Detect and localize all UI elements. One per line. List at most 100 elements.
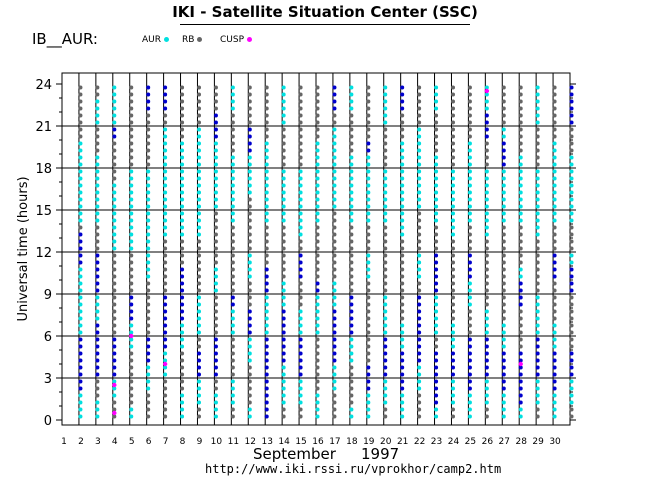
rb-point <box>501 225 506 230</box>
dark-point <box>417 344 422 349</box>
rb-point <box>383 225 388 230</box>
rb-point <box>129 400 134 405</box>
aur-point <box>417 190 422 195</box>
rb-point <box>366 232 371 237</box>
dark-point <box>501 351 506 356</box>
aur-point <box>112 211 117 216</box>
rb-point <box>552 295 557 300</box>
aur-point <box>383 197 388 202</box>
aur-point <box>366 274 371 279</box>
rb-point <box>264 127 269 132</box>
rb-point <box>451 316 455 321</box>
aur-point <box>78 267 83 272</box>
dark-point <box>518 358 523 363</box>
cusp-point <box>518 361 523 367</box>
rb-point <box>315 379 320 384</box>
aur-point <box>146 246 151 251</box>
aur-point <box>417 169 422 174</box>
aur-point <box>501 197 506 202</box>
rb-point <box>230 260 235 265</box>
dark-point <box>349 309 354 314</box>
rb-point <box>129 281 134 286</box>
aur-point <box>230 162 235 167</box>
aur-point <box>281 92 286 97</box>
aur-point <box>484 232 489 237</box>
rb-point <box>383 232 388 237</box>
rb-point <box>451 134 455 139</box>
y-axis-label: Universal time (hours) <box>16 176 31 321</box>
x-tick-label: 11 <box>228 437 239 447</box>
rb-point <box>400 281 405 286</box>
dark-point <box>146 92 151 97</box>
aur-point <box>400 162 405 167</box>
aur-point <box>552 162 557 167</box>
aur-point <box>78 176 83 181</box>
rb-point <box>129 155 134 160</box>
rb-point <box>552 288 557 293</box>
aur-point <box>434 197 439 202</box>
dark-point <box>434 288 439 293</box>
rb-point <box>281 141 286 146</box>
dark-point <box>281 344 286 349</box>
aur-point <box>434 407 439 412</box>
dark-point <box>518 386 523 391</box>
rb-point <box>146 323 151 328</box>
rb-point <box>467 239 472 244</box>
rb-point <box>569 316 574 321</box>
rb-point <box>264 99 269 104</box>
aur-point <box>451 218 455 223</box>
aur-point <box>230 183 235 188</box>
rb-point <box>315 92 320 97</box>
rb-point <box>349 288 354 293</box>
aur-point <box>197 190 201 195</box>
aur-point <box>451 344 455 349</box>
rb-point <box>417 225 422 230</box>
dark-point <box>518 281 523 286</box>
aur-point <box>518 274 523 279</box>
rb-point <box>230 337 235 342</box>
aur-point <box>197 176 201 181</box>
aur-point <box>264 183 269 188</box>
dark-point <box>535 365 540 370</box>
aur-point <box>434 183 439 188</box>
aur-point <box>349 204 354 209</box>
dark-point <box>501 162 506 167</box>
dark-point <box>95 365 100 370</box>
dark-point <box>366 386 371 391</box>
aur-point <box>315 141 320 146</box>
aur-point <box>112 239 117 244</box>
dark-point <box>349 316 354 321</box>
rb-point <box>349 260 354 265</box>
aur-point <box>535 176 540 181</box>
aur-point <box>281 386 286 391</box>
aur-point <box>281 295 286 300</box>
rb-point <box>535 253 540 258</box>
x-tick-label: 6 <box>146 437 152 447</box>
dark-point <box>332 330 337 335</box>
aur-point <box>146 218 151 223</box>
dark-point <box>434 253 439 258</box>
aur-point <box>129 204 134 209</box>
rb-point <box>129 372 134 377</box>
rb-point <box>78 85 83 90</box>
aur-point <box>535 393 540 398</box>
rb-point <box>332 246 337 251</box>
dark-point <box>501 372 506 377</box>
rb-point <box>366 351 371 356</box>
rb-point <box>163 239 168 244</box>
aur-point <box>467 218 472 223</box>
aur-point <box>129 239 134 244</box>
aur-point <box>518 169 523 174</box>
aur-point <box>484 204 489 209</box>
rb-point <box>518 239 523 244</box>
rb-point <box>129 386 134 391</box>
rb-point <box>535 148 540 153</box>
rb-point <box>264 106 269 111</box>
rb-point <box>163 393 168 398</box>
aur-point <box>146 260 151 265</box>
dark-point <box>112 134 117 139</box>
dark-point <box>451 358 455 363</box>
dark-point <box>569 113 574 118</box>
rb-point <box>349 113 354 118</box>
aur-point <box>180 190 185 195</box>
